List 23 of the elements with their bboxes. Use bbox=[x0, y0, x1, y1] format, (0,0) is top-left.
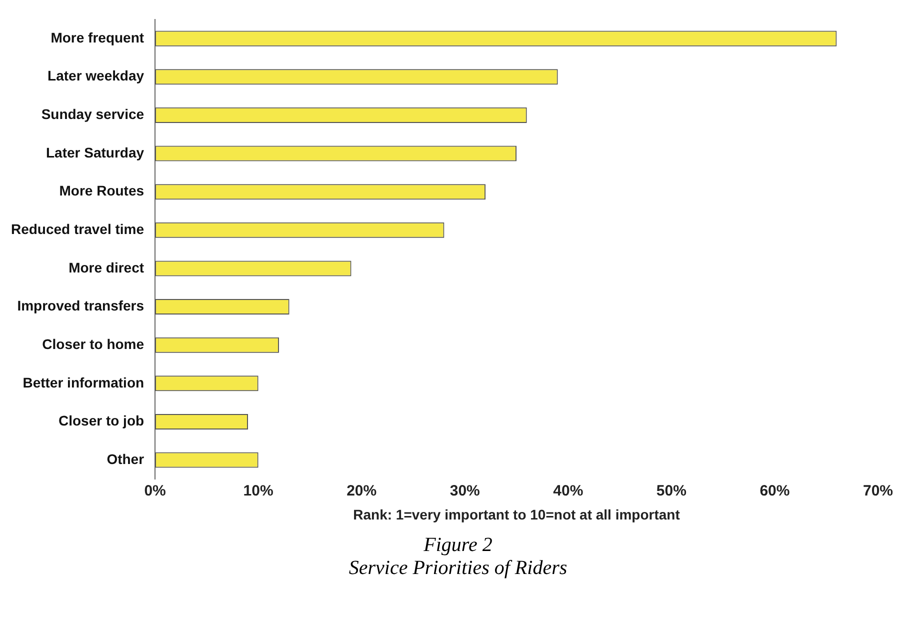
y-tick-label: Closer to job bbox=[58, 412, 144, 429]
y-tick-label: Improved transfers bbox=[17, 298, 144, 314]
y-tick-label: Reduced travel time bbox=[10, 221, 144, 237]
x-tick-label: 20% bbox=[346, 482, 377, 500]
y-tick-label: More Routes bbox=[59, 182, 144, 199]
y-tick-label: More frequent bbox=[50, 29, 144, 46]
x-tick-label: 10% bbox=[243, 482, 274, 500]
x-tick-label: 70% bbox=[862, 482, 894, 500]
y-tick-label: Better information bbox=[22, 374, 144, 390]
y-tick-label: Sunday service bbox=[41, 106, 144, 122]
text: Service Priorities of Riders bbox=[348, 557, 568, 580]
y-tick-label: Later weekday bbox=[48, 68, 144, 84]
y-tick-label: Later Saturday bbox=[46, 144, 144, 160]
x-tick-label: 60% bbox=[760, 482, 790, 500]
y-tick-label: Other bbox=[106, 450, 145, 467]
y-tick-label: Closer to home bbox=[42, 336, 144, 352]
x-tick-label: 50% bbox=[656, 482, 686, 500]
x-tick-label: 40% bbox=[553, 482, 584, 500]
y-tick-label: More direct bbox=[68, 259, 144, 276]
x-tick-label: 0% bbox=[144, 482, 166, 500]
text: Figure 2 bbox=[422, 534, 494, 557]
x-tick-label: 30% bbox=[450, 482, 480, 500]
x-axis-title: Rank: 1=very important to 10=not at all important bbox=[353, 506, 680, 522]
